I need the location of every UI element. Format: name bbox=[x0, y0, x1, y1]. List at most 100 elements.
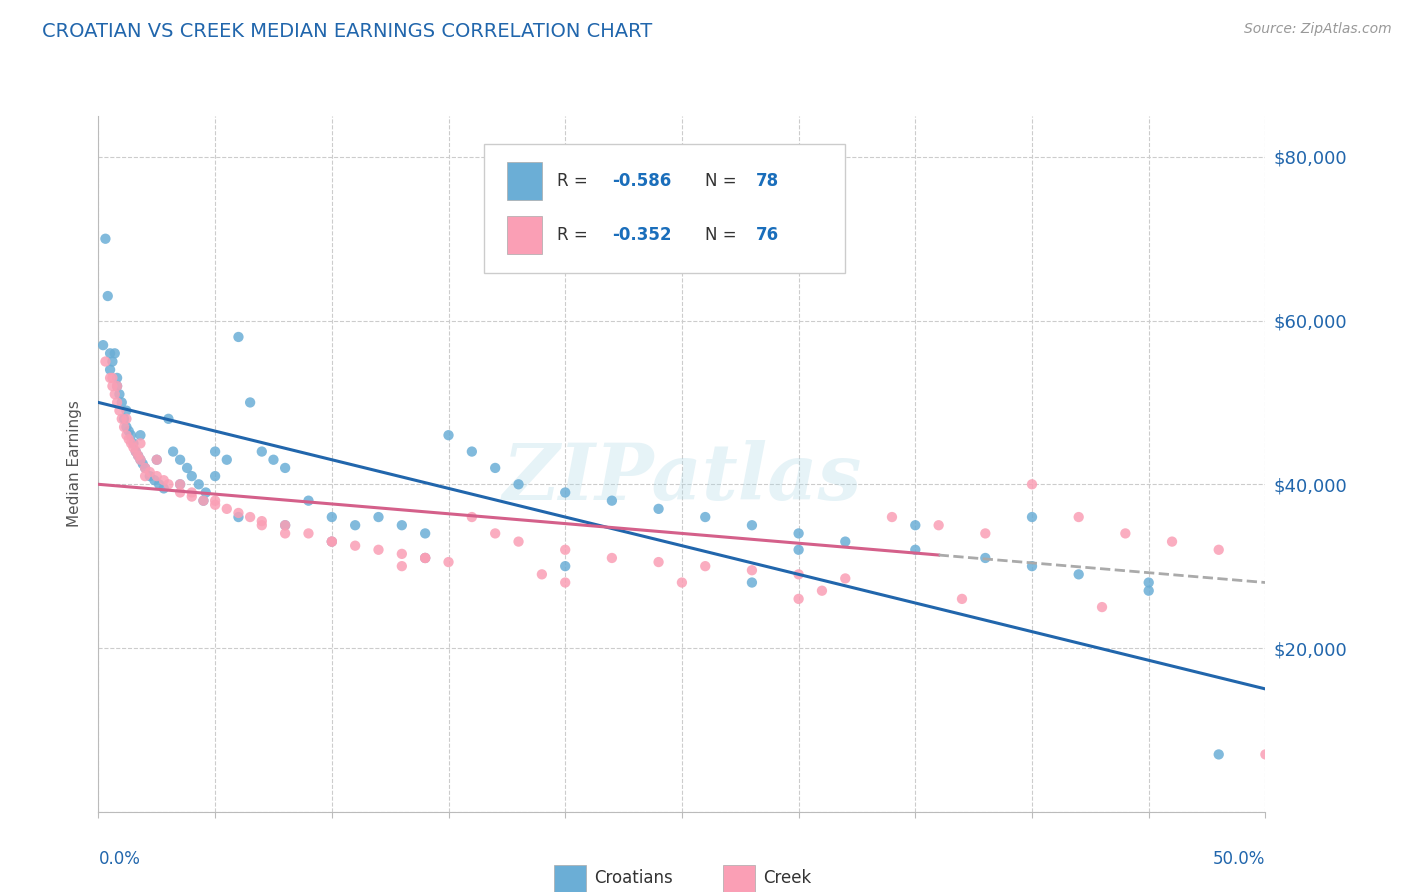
Point bbox=[162, 444, 184, 458]
Point bbox=[391, 518, 413, 533]
Point bbox=[112, 420, 135, 434]
Point bbox=[321, 534, 343, 549]
Point bbox=[413, 526, 436, 541]
Point bbox=[120, 436, 142, 450]
Point bbox=[413, 551, 436, 566]
Point bbox=[152, 482, 174, 496]
Text: Source: ZipAtlas.com: Source: ZipAtlas.com bbox=[1244, 22, 1392, 37]
Point bbox=[787, 526, 810, 541]
Point bbox=[104, 346, 127, 360]
Point bbox=[115, 412, 138, 426]
Point bbox=[204, 469, 226, 483]
Point bbox=[91, 338, 114, 352]
Point bbox=[1114, 526, 1136, 541]
Point bbox=[157, 412, 180, 426]
Point bbox=[600, 551, 623, 566]
Point bbox=[904, 542, 927, 557]
Point bbox=[274, 526, 297, 541]
FancyBboxPatch shape bbox=[508, 216, 541, 254]
Point bbox=[1161, 534, 1184, 549]
Point bbox=[146, 469, 169, 483]
Point bbox=[321, 534, 343, 549]
Point bbox=[250, 444, 273, 458]
Point bbox=[484, 461, 506, 475]
Point bbox=[297, 526, 319, 541]
Point bbox=[122, 441, 145, 455]
Point bbox=[193, 493, 215, 508]
Point bbox=[127, 449, 149, 463]
Point bbox=[94, 354, 117, 368]
Point bbox=[1021, 477, 1043, 491]
Point bbox=[974, 526, 997, 541]
Point bbox=[127, 449, 149, 463]
Point bbox=[111, 412, 134, 426]
Point bbox=[437, 428, 460, 442]
Point bbox=[811, 583, 834, 598]
Point bbox=[834, 534, 856, 549]
Point bbox=[647, 501, 669, 516]
Text: R =: R = bbox=[557, 226, 593, 244]
Point bbox=[169, 477, 191, 491]
FancyBboxPatch shape bbox=[723, 865, 755, 892]
Point bbox=[112, 412, 135, 426]
Text: 78: 78 bbox=[755, 172, 779, 190]
Point bbox=[530, 567, 553, 582]
Point bbox=[239, 395, 262, 409]
Point bbox=[228, 510, 250, 524]
Point bbox=[508, 477, 530, 491]
Point bbox=[1208, 542, 1230, 557]
Point bbox=[118, 432, 141, 446]
Point bbox=[437, 555, 460, 569]
Point bbox=[134, 461, 156, 475]
Point bbox=[741, 518, 763, 533]
Point bbox=[98, 362, 121, 376]
FancyBboxPatch shape bbox=[484, 144, 845, 273]
Point bbox=[115, 428, 138, 442]
Point bbox=[122, 436, 145, 450]
Point bbox=[1021, 559, 1043, 574]
Point bbox=[554, 559, 576, 574]
Point bbox=[134, 461, 156, 475]
Point bbox=[950, 591, 973, 606]
Text: 50.0%: 50.0% bbox=[1213, 850, 1265, 868]
Point bbox=[132, 457, 155, 471]
Point bbox=[695, 510, 717, 524]
Point bbox=[111, 395, 134, 409]
Point bbox=[146, 452, 169, 467]
FancyBboxPatch shape bbox=[554, 865, 586, 892]
Point bbox=[101, 354, 124, 368]
Point bbox=[204, 444, 226, 458]
Text: Creek: Creek bbox=[763, 869, 811, 887]
Point bbox=[274, 518, 297, 533]
Point bbox=[741, 563, 763, 577]
Text: CROATIAN VS CREEK MEDIAN EARNINGS CORRELATION CHART: CROATIAN VS CREEK MEDIAN EARNINGS CORREL… bbox=[42, 22, 652, 41]
Point bbox=[262, 452, 284, 467]
Point bbox=[344, 539, 367, 553]
Point bbox=[97, 289, 120, 303]
Text: Croatians: Croatians bbox=[595, 869, 673, 887]
Point bbox=[169, 477, 191, 491]
Point bbox=[461, 510, 484, 524]
Point bbox=[129, 436, 152, 450]
Point bbox=[647, 555, 669, 569]
Point bbox=[787, 567, 810, 582]
Point bbox=[194, 485, 217, 500]
Point bbox=[391, 547, 413, 561]
Point bbox=[297, 493, 319, 508]
Point bbox=[508, 534, 530, 549]
Point bbox=[484, 526, 506, 541]
Point bbox=[134, 469, 156, 483]
Point bbox=[274, 518, 297, 533]
Point bbox=[321, 534, 343, 549]
Text: N =: N = bbox=[706, 172, 742, 190]
Point bbox=[239, 510, 262, 524]
Point bbox=[1137, 575, 1160, 590]
Point bbox=[787, 591, 810, 606]
Point bbox=[101, 371, 124, 385]
Point bbox=[180, 469, 202, 483]
Point bbox=[413, 551, 436, 566]
FancyBboxPatch shape bbox=[508, 162, 541, 201]
Point bbox=[204, 493, 226, 508]
Point bbox=[741, 575, 763, 590]
Point bbox=[129, 428, 152, 442]
